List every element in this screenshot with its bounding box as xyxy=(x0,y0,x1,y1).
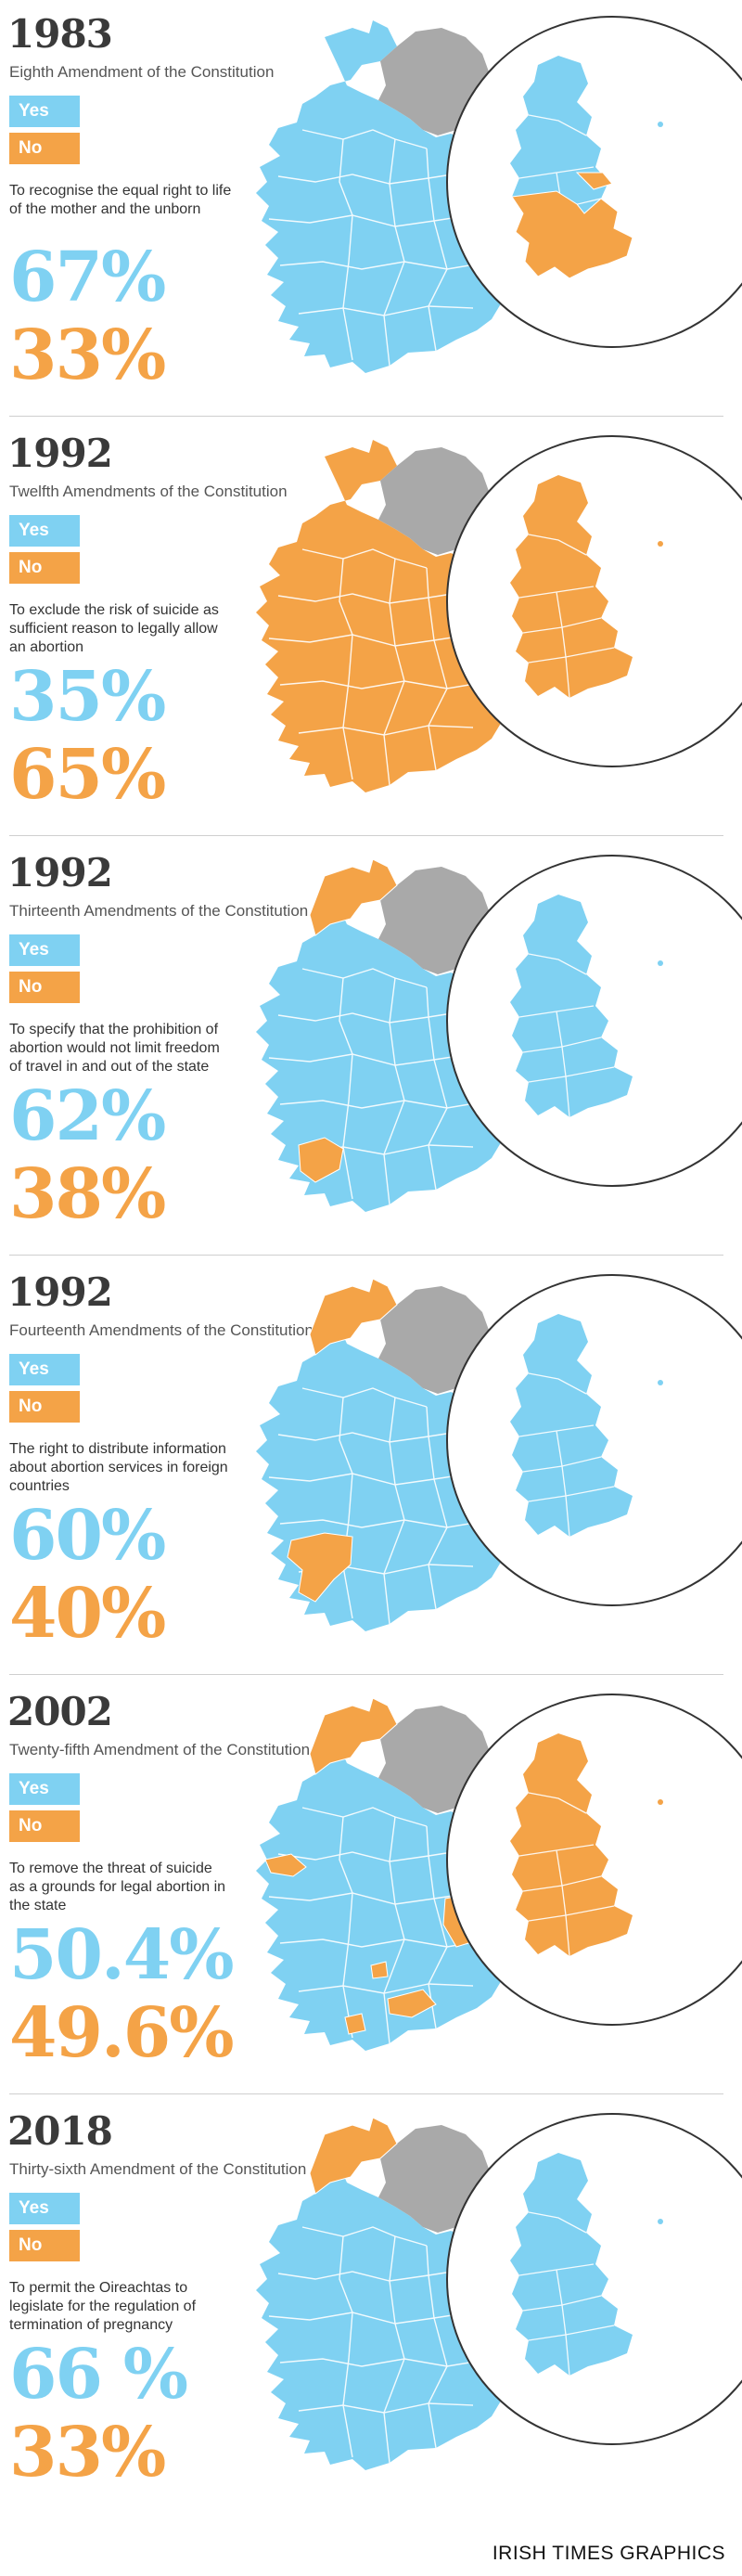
orange-region xyxy=(298,1137,344,1183)
amendment-title: Fourteenth Amendments of the Constitutio… xyxy=(9,1321,313,1339)
legend-no: No xyxy=(9,1810,80,1842)
ireland-map xyxy=(256,1274,742,1631)
legend-no: No xyxy=(9,972,80,1003)
amendment-description: To exclude the risk of suicide as suffic… xyxy=(9,602,219,655)
credit-text: IRISH TIMES GRAPHICS xyxy=(492,2543,725,2564)
section-divider xyxy=(9,835,723,836)
orange-region xyxy=(309,2117,398,2195)
referendum-section: 1992 Twelfth Amendments of the Constitut… xyxy=(0,419,742,839)
referendum-year: 1992 xyxy=(7,431,113,476)
inset-orange-region xyxy=(575,172,613,190)
referendum-section: 1992 Thirteenth Amendments of the Consti… xyxy=(0,839,742,1258)
referendum-section: 2018 Thirty-sixth Amendment of the Const… xyxy=(0,2097,742,2517)
map-container xyxy=(213,1678,742,2097)
section-divider xyxy=(9,1674,723,1675)
yes-percentage: 66 % xyxy=(9,2335,188,2415)
orange-region xyxy=(370,1961,389,1979)
map-container xyxy=(213,1258,742,1678)
legend-no: No xyxy=(9,2230,80,2261)
no-percentage: 33% xyxy=(9,2413,166,2492)
legend-no: No xyxy=(9,1391,80,1423)
inset-orange-region xyxy=(511,190,633,279)
map-container xyxy=(213,419,742,839)
no-percentage: 38% xyxy=(9,1154,166,1234)
amendment-description: To permit the Oireachtas to legislate fo… xyxy=(9,2280,197,2333)
no-percentage: 40% xyxy=(9,1574,166,1654)
amendment-title: Eighth Amendment of the Constitution xyxy=(9,63,275,81)
orange-region xyxy=(387,1989,437,2018)
map-container xyxy=(213,2097,742,2517)
referendum-year: 2002 xyxy=(7,1689,113,1734)
amendment-title: Twenty-fifth Amendment of the Constituti… xyxy=(9,1741,311,1758)
amendment-description: The right to distribute information abou… xyxy=(9,1441,228,1494)
orange-region xyxy=(287,1532,353,1603)
yes-percentage: 35% xyxy=(9,657,166,737)
amendment-description: To remove the threat of suicide as a gro… xyxy=(9,1861,226,1913)
referendum-year: 1992 xyxy=(7,1269,113,1315)
legend-yes: Yes xyxy=(9,96,80,127)
ireland-map xyxy=(256,1694,742,2051)
map-container xyxy=(213,839,742,1258)
referendum-section: 1983 Eighth Amendment of the Constitutio… xyxy=(0,0,742,419)
orange-region xyxy=(309,1697,398,1775)
orange-region xyxy=(309,1278,398,1356)
legend-yes: Yes xyxy=(9,515,80,547)
ireland-map xyxy=(256,2113,742,2470)
amendment-title: Twelfth Amendments of the Constitution xyxy=(9,483,288,500)
legend-no: No xyxy=(9,133,80,164)
yes-percentage: 50.4% xyxy=(9,1915,235,1995)
map-container xyxy=(213,0,742,419)
referendum-year: 1992 xyxy=(7,850,113,895)
legend-yes: Yes xyxy=(9,1773,80,1805)
no-percentage: 65% xyxy=(9,735,166,815)
referendum-year: 2018 xyxy=(7,2108,113,2154)
section-divider xyxy=(9,416,723,417)
section-divider xyxy=(9,2093,723,2094)
referendum-section: 1992 Fourteenth Amendments of the Consti… xyxy=(0,1258,742,1678)
legend-yes: Yes xyxy=(9,1354,80,1385)
no-percentage: 33% xyxy=(9,316,166,395)
legend-yes: Yes xyxy=(9,2193,80,2224)
ireland-map xyxy=(256,435,742,792)
amendment-description: To recognise the equal right to life of … xyxy=(9,183,232,217)
orange-region xyxy=(344,2013,366,2035)
referendum-section: 2002 Twenty-fifth Amendment of the Const… xyxy=(0,1678,742,2097)
no-percentage: 49.6% xyxy=(9,1993,235,2073)
yes-percentage: 60% xyxy=(9,1496,166,1576)
legend-yes: Yes xyxy=(9,934,80,966)
yes-percentage: 62% xyxy=(9,1076,166,1156)
yes-percentage: 67% xyxy=(9,238,166,317)
ireland-map xyxy=(256,855,742,1212)
amendment-title: Thirty-sixth Amendment of the Constituti… xyxy=(9,2160,307,2178)
ireland-map xyxy=(256,16,742,373)
legend-no: No xyxy=(9,552,80,584)
orange-region xyxy=(264,1853,307,1877)
section-divider xyxy=(9,1255,723,1256)
amendment-description: To specify that the prohibition of abort… xyxy=(9,1022,220,1075)
orange-region xyxy=(309,858,398,936)
referendum-year: 1983 xyxy=(7,11,113,57)
amendment-title: Thirteenth Amendments of the Constitutio… xyxy=(9,902,309,920)
